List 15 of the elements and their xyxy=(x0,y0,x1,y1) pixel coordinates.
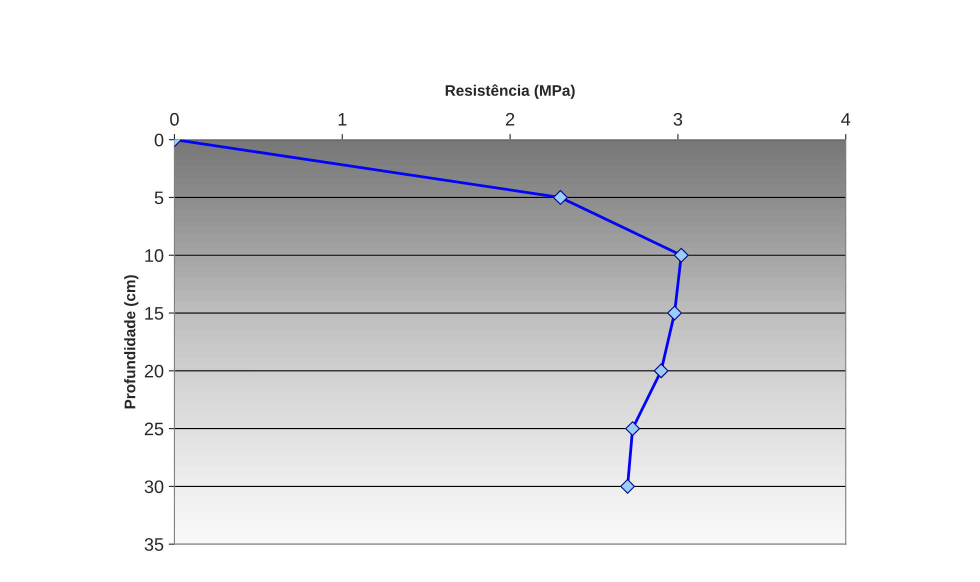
y-tick-label: 20 xyxy=(144,364,164,378)
x-tick-label: 1 xyxy=(338,113,346,126)
y-tick-label: 10 xyxy=(145,249,164,262)
y-tick-label: 35 xyxy=(144,538,164,551)
y-tick-label: 15 xyxy=(145,307,164,320)
y-tick-label: 25 xyxy=(144,422,164,436)
y-axis-title: Profundidade (cm) xyxy=(124,275,138,408)
y-tick-label: 0 xyxy=(154,134,164,146)
x-axis-title: Resistência (MPa) xyxy=(446,84,575,99)
y-tick-label: 5 xyxy=(154,192,164,204)
y-tick-label: 30 xyxy=(144,480,164,494)
x-tick-label: 2 xyxy=(506,112,514,126)
x-tick-label: 4 xyxy=(841,113,850,126)
x-tick-label: 0 xyxy=(170,112,179,126)
x-tick-label: 3 xyxy=(674,112,682,126)
